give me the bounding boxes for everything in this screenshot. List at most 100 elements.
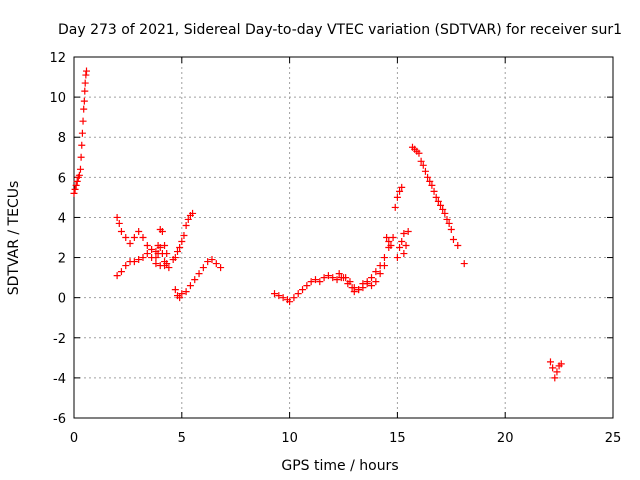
y-tick-label: -2: [53, 332, 66, 347]
data-point: [335, 270, 343, 278]
data-point: [445, 219, 453, 227]
data-point: [156, 244, 164, 252]
data-point: [376, 270, 384, 278]
data-point: [396, 187, 404, 195]
data-point: [165, 264, 173, 272]
data-point: [117, 227, 125, 235]
data-point: [158, 227, 166, 235]
data-point: [320, 274, 328, 282]
data-point: [430, 187, 438, 195]
data-point: [415, 149, 423, 157]
data-point: [380, 262, 388, 270]
data-point: [402, 242, 410, 250]
data-point: [71, 185, 79, 193]
data-point: [113, 213, 121, 221]
data-point: [78, 141, 86, 149]
data-point: [158, 250, 166, 258]
data-point: [143, 250, 151, 258]
data-point: [398, 238, 406, 246]
data-point: [380, 254, 388, 262]
x-tick-label: 25: [605, 431, 622, 446]
data-point: [176, 244, 184, 252]
tick-layer: 0 5 10 15 20 25 -6 -4 -2 0 2 4 6 8 10 12: [49, 51, 621, 446]
grid-layer: [74, 57, 613, 418]
data-point: [449, 236, 457, 244]
data-point: [143, 242, 151, 250]
data-point: [186, 282, 194, 290]
data-point: [426, 177, 434, 185]
y-tick-label: 12: [49, 51, 66, 66]
data-point: [417, 157, 425, 165]
data-point: [130, 258, 138, 266]
data-point: [324, 272, 332, 280]
data-point: [368, 274, 376, 282]
data-point: [82, 71, 90, 79]
x-tick-label: 0: [70, 431, 78, 446]
data-point: [212, 260, 220, 268]
y-tick-label: -6: [53, 412, 66, 427]
chart-title: Day 273 of 2021, Sidereal Day-to-day VTE…: [58, 22, 622, 38]
data-point: [117, 268, 125, 276]
data-point: [180, 231, 188, 239]
data-point: [184, 215, 192, 223]
data-point: [217, 264, 225, 272]
data-point: [135, 227, 143, 235]
data-point: [389, 234, 397, 241]
data-point: [80, 105, 88, 113]
data-point: [122, 262, 130, 270]
data-point: [363, 280, 371, 288]
data-point: [443, 215, 451, 223]
data-point: [294, 290, 302, 298]
data-point: [204, 258, 212, 266]
data-point: [447, 225, 455, 233]
data-point: [72, 181, 80, 189]
data-point: [275, 292, 283, 300]
data-point: [178, 290, 186, 298]
data-point: [424, 173, 432, 181]
data-point: [163, 260, 171, 268]
data-point: [355, 286, 363, 294]
data-point: [73, 177, 81, 185]
data-point: [189, 209, 197, 217]
data-point: [113, 272, 121, 280]
data-point: [342, 274, 350, 282]
data-point: [398, 183, 406, 191]
data-point: [191, 276, 199, 284]
data-point: [421, 167, 429, 175]
data-point: [171, 286, 179, 294]
data-point: [419, 161, 427, 169]
x-tick-label: 15: [389, 431, 406, 446]
y-tick-label: 4: [58, 211, 66, 226]
data-point: [551, 374, 559, 382]
data-markers: [70, 67, 565, 382]
data-point: [152, 254, 160, 262]
data-point: [195, 270, 203, 278]
data-point: [130, 234, 138, 241]
data-point: [454, 242, 462, 250]
data-point: [393, 254, 401, 262]
data-point: [393, 193, 401, 201]
data-point: [152, 260, 160, 268]
data-point: [286, 298, 294, 306]
data-point: [368, 282, 376, 290]
data-point: [307, 278, 315, 286]
data-point: [161, 242, 169, 250]
data-point: [148, 246, 156, 254]
data-point: [81, 79, 89, 87]
data-point: [428, 181, 436, 189]
data-point: [316, 278, 324, 286]
data-point: [557, 360, 565, 368]
y-tick-label: 2: [58, 252, 66, 267]
data-point: [76, 165, 84, 173]
y-tick-label: 6: [58, 171, 66, 186]
data-point: [139, 234, 147, 241]
x-tick-label: 20: [497, 431, 514, 446]
data-point: [182, 221, 190, 229]
data-point: [546, 358, 554, 366]
data-point: [173, 248, 181, 256]
data-point: [396, 244, 404, 252]
data-point: [135, 256, 143, 264]
data-point: [122, 234, 130, 241]
y-tick-label: 0: [58, 292, 66, 307]
